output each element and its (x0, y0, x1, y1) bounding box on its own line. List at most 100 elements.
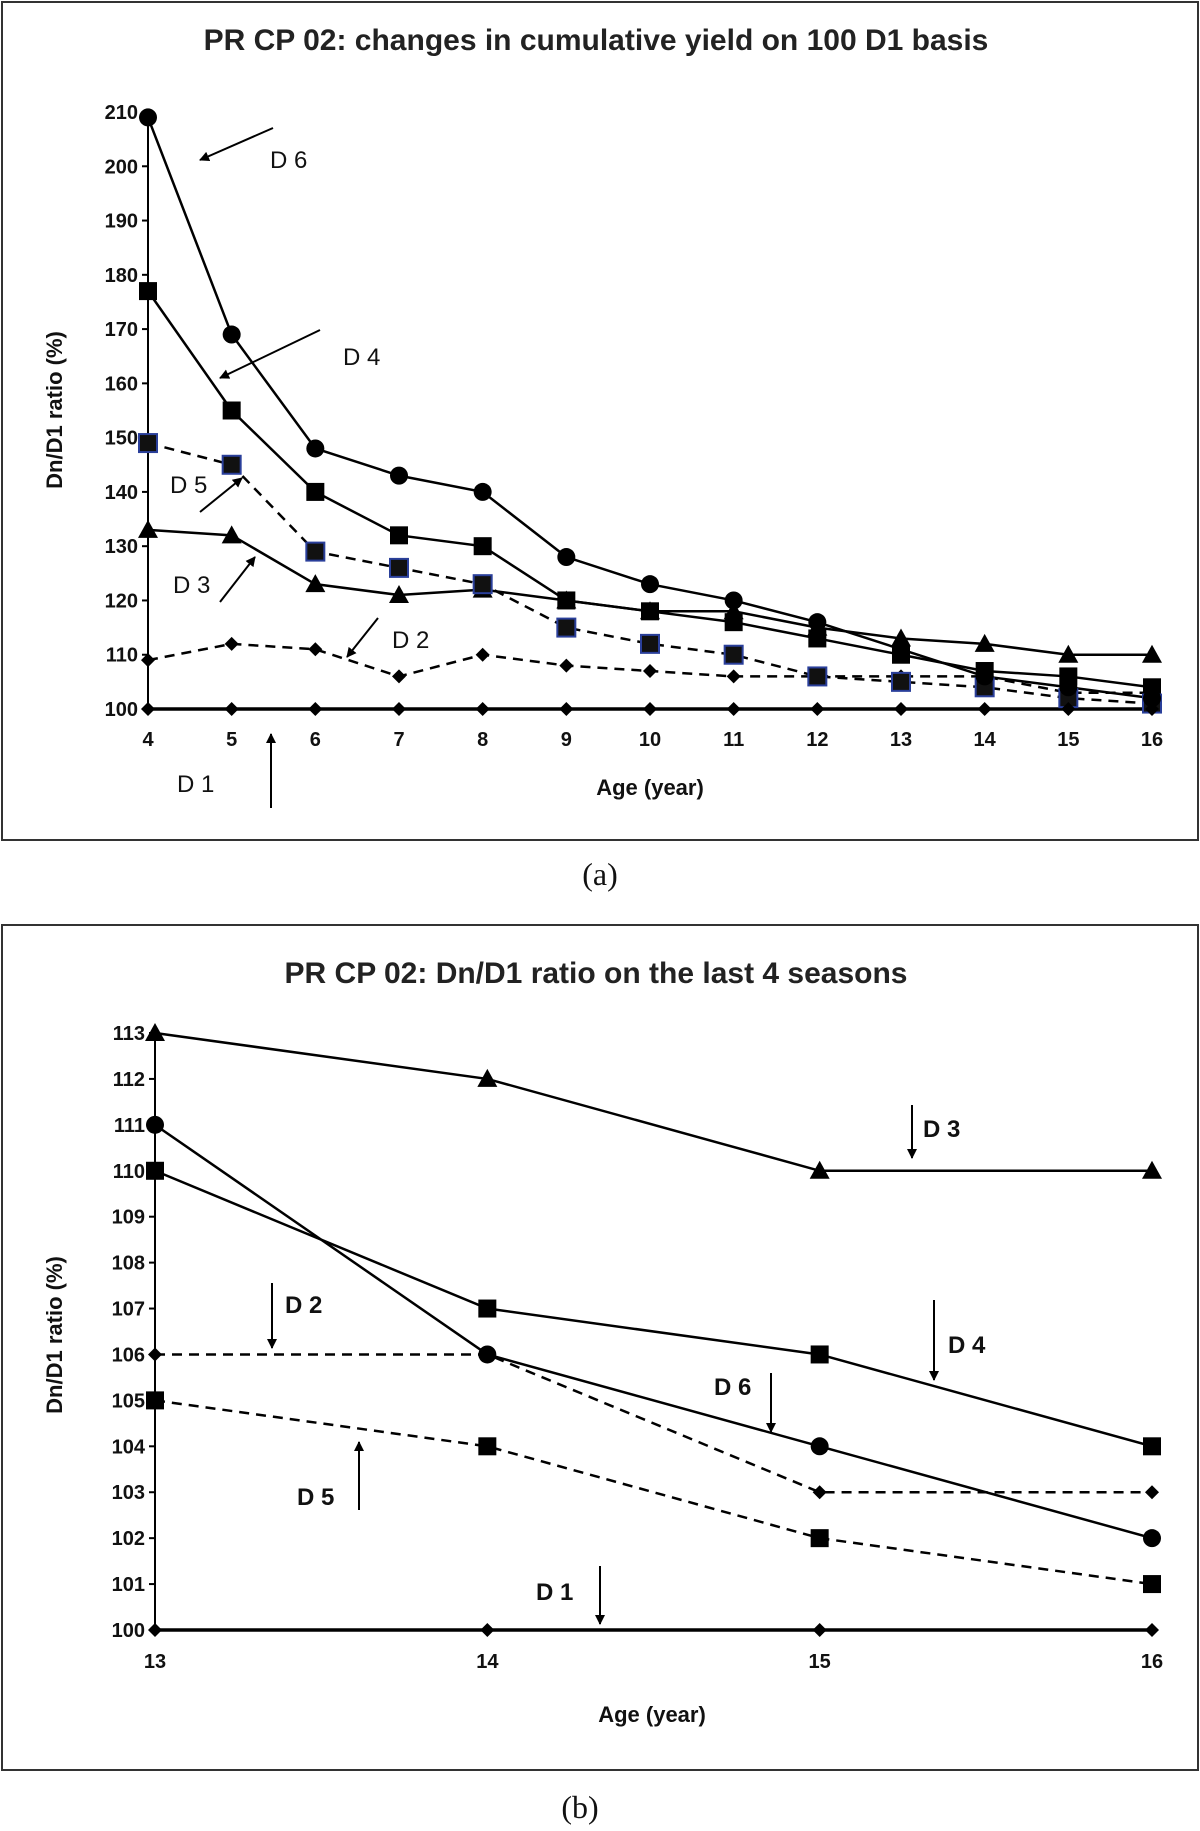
y-tick-label: 102 (112, 1528, 145, 1550)
marker-d6 (1143, 689, 1161, 708)
annotation-b-d1: D 1 (536, 1579, 573, 1606)
marker-d2 (726, 669, 741, 684)
marker-d5 (221, 454, 242, 475)
marker-d3 (145, 1023, 165, 1041)
marker-d5 (640, 633, 660, 654)
marker-d4 (139, 282, 157, 301)
marker-d2 (224, 636, 239, 651)
marker-d3 (1142, 644, 1162, 663)
y-tick-label: 104 (112, 1436, 146, 1458)
y-tick-label: 101 (112, 1574, 145, 1596)
y-tick-label: 110 (113, 1161, 145, 1183)
marker-d6 (473, 482, 492, 501)
marker-d1 (475, 702, 490, 716)
marker-d4 (557, 591, 576, 610)
marker-d1 (643, 702, 657, 716)
x-tick-label: 16 (1141, 1651, 1163, 1673)
x-tick-label: 15 (809, 1651, 831, 1673)
annotation-b-d3: D 3 (923, 1116, 960, 1143)
marker-d2 (643, 664, 657, 679)
marker-d5 (305, 541, 326, 562)
marker-d6 (557, 548, 576, 567)
marker-d6 (641, 575, 659, 594)
annotation-b-d2: D 2 (285, 1292, 322, 1319)
y-tick-label: 110 (106, 645, 138, 667)
marker-d5 (138, 433, 158, 454)
x-tick-label: 4 (142, 729, 154, 751)
x-tick-label: 14 (974, 729, 997, 751)
marker-d3 (138, 519, 158, 538)
x-tick-label: 6 (310, 729, 321, 751)
marker-d1 (812, 1623, 827, 1637)
x-tick-label: 11 (723, 729, 744, 751)
marker-d6 (390, 466, 408, 485)
y-tick-label: 103 (112, 1482, 145, 1504)
marker-d3 (809, 1160, 830, 1179)
annotation-b-d6: D 6 (714, 1374, 751, 1401)
x-tick-label: 14 (476, 1651, 499, 1673)
y-tick-label: 100 (112, 1620, 145, 1642)
annotation-a-d4: D 4 (343, 344, 380, 371)
marker-d4 (146, 1161, 164, 1180)
y-tick-label: 108 (112, 1253, 145, 1275)
marker-d1 (1145, 1623, 1159, 1637)
y-tick-label: 120 (105, 590, 138, 612)
marker-d1 (1061, 702, 1076, 716)
y-tick-label: 107 (112, 1299, 145, 1321)
marker-d4 (478, 1299, 497, 1318)
y-tick-label: 180 (105, 265, 138, 287)
series-line-d6 (154, 1123, 1153, 1540)
x-tick-label: 7 (393, 729, 404, 751)
x-tick-label: 9 (561, 729, 572, 751)
marker-d6 (892, 640, 910, 659)
marker-d2 (559, 658, 574, 673)
marker-d2 (1145, 1485, 1159, 1500)
marker-d6 (1059, 678, 1078, 697)
marker-d1 (392, 702, 406, 716)
annotation-a-d5-arrow (199, 477, 243, 513)
marker-d6 (810, 1437, 829, 1456)
x-tick-label: 8 (477, 729, 488, 751)
marker-d4 (306, 482, 325, 501)
x-tick-label: 10 (639, 729, 661, 751)
y-tick-label: 140 (105, 482, 138, 504)
y-tick-label: 160 (105, 373, 138, 395)
marker-d5 (723, 644, 744, 665)
marker-d3 (477, 1068, 498, 1087)
marker-d6 (808, 613, 827, 632)
marker-d3 (389, 585, 409, 604)
marker-d4 (390, 526, 408, 545)
marker-d4 (473, 537, 492, 556)
panel-a-caption: (a) (582, 856, 618, 892)
marker-d1 (559, 702, 574, 716)
marker-d6 (222, 325, 241, 344)
panel-b-caption: (b) (561, 1789, 598, 1825)
marker-d6 (478, 1345, 497, 1364)
marker-d6 (146, 1115, 164, 1134)
annotation-a-d4-arrow (219, 329, 321, 379)
marker-d2 (812, 1485, 827, 1500)
marker-d3 (221, 525, 242, 544)
panel-b-plot: 100 101 102 103 104 105 106 107 108 109 110 111 112 1… (112, 1023, 1163, 1673)
marker-d3 (1142, 1160, 1162, 1179)
marker-d1 (810, 702, 825, 716)
y-tick-label: 105 (112, 1390, 145, 1412)
marker-d1 (141, 702, 155, 716)
panel-a-title: PR CP 02: changes in cumulative yield on… (204, 24, 989, 57)
y-tick-label: 130 (105, 536, 138, 558)
y-tick-label: 200 (105, 156, 138, 178)
marker-d4 (808, 629, 827, 648)
marker-d3 (1058, 644, 1079, 663)
y-tick-label: 111 (114, 1115, 145, 1137)
y-tick-label: 100 (105, 699, 138, 721)
panel-a-xlabel: Age (year) (596, 775, 704, 800)
marker-d1 (1145, 702, 1159, 716)
marker-d6 (724, 591, 743, 610)
marker-d6 (139, 108, 157, 127)
y-tick-label: 210 (105, 102, 138, 124)
marker-d5 (1143, 1575, 1161, 1594)
x-tick-label: 12 (806, 729, 828, 751)
x-tick-label: 13 (890, 729, 912, 751)
y-tick-label: 109 (112, 1207, 145, 1229)
